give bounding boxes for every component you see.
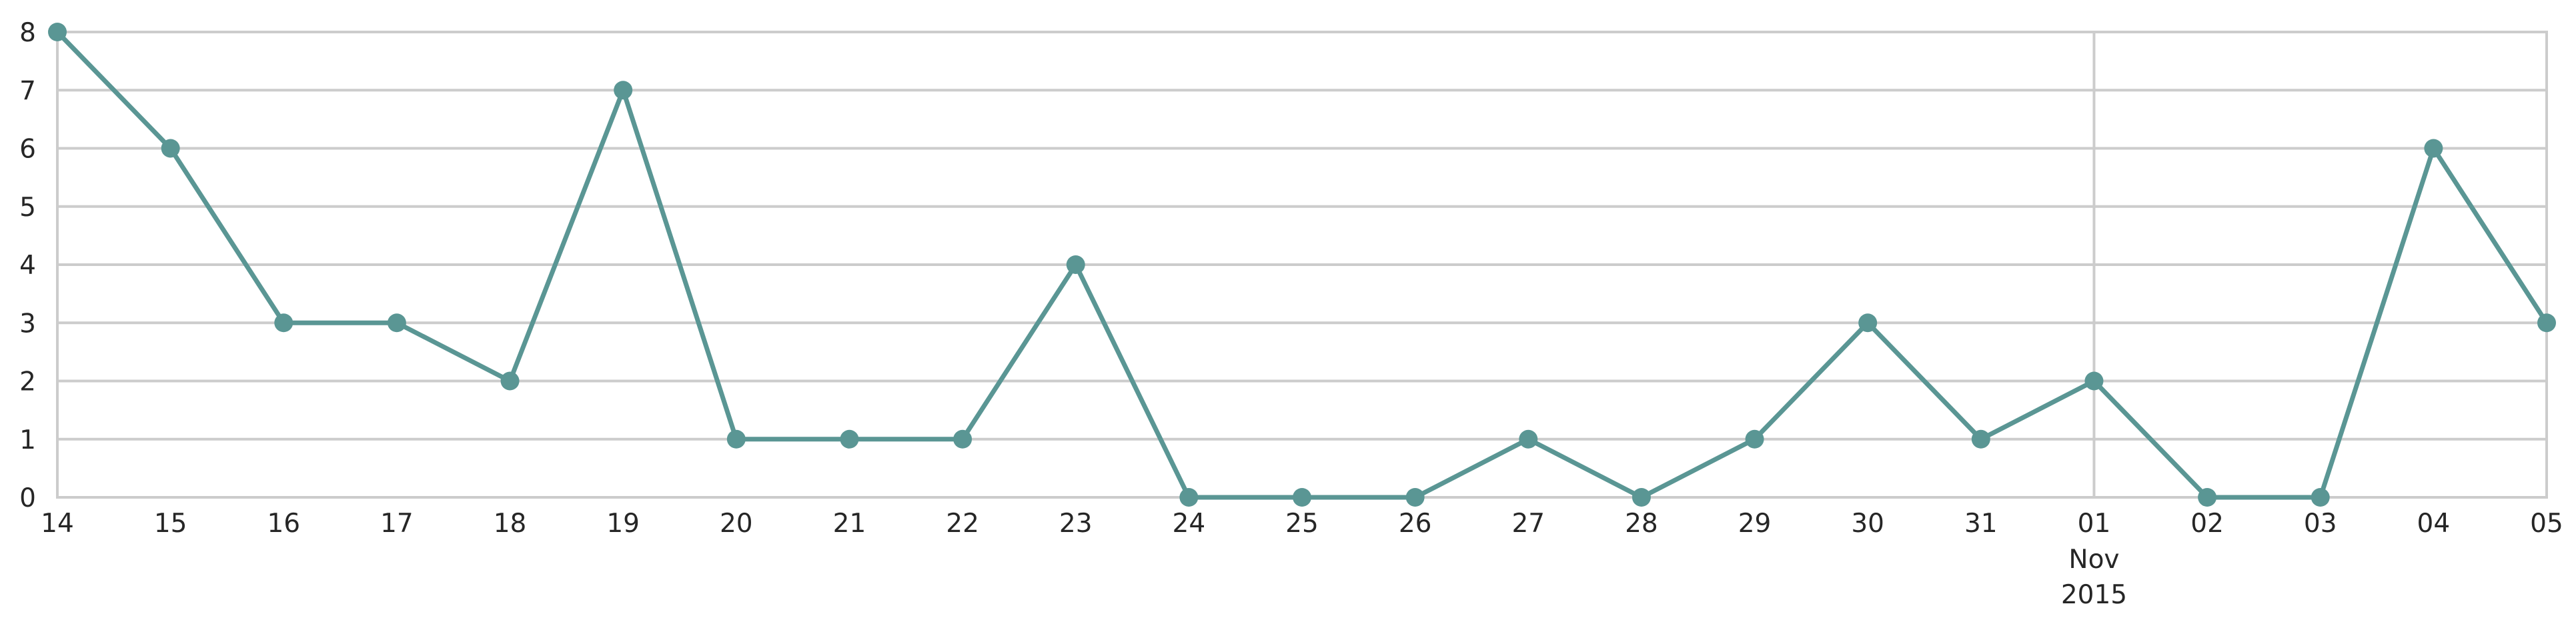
data-point	[2084, 371, 2104, 391]
data-point	[2537, 313, 2556, 333]
y-tick-label: 0	[19, 483, 36, 513]
x-tick-label: 23	[1059, 509, 1093, 539]
x-tick-label: 22	[946, 509, 979, 539]
data-point	[274, 313, 293, 333]
data-point	[726, 429, 746, 449]
x-tick-label: 05	[2530, 509, 2563, 539]
data-point	[1519, 429, 1538, 449]
x-month-label: Nov	[2068, 545, 2119, 575]
x-tick-label: 30	[1851, 509, 1884, 539]
x-tick-label: 24	[1173, 509, 1206, 539]
x-tick-label: 21	[833, 509, 866, 539]
data-point	[1632, 488, 1651, 507]
data-point	[387, 313, 406, 333]
data-point	[1066, 255, 1085, 274]
data-point	[1405, 488, 1425, 507]
x-axis-ticks: Nov 2015 14 15 16 17 18 19 20 21 22 23 24 25 26 27 28 2…	[41, 509, 2563, 610]
x-tick-label: 16	[267, 509, 300, 539]
y-tick-label: 6	[19, 135, 36, 165]
series-layer	[48, 23, 2556, 507]
data-point	[2198, 488, 2217, 507]
x-tick-label: 15	[154, 509, 187, 539]
data-point	[1293, 488, 1311, 507]
x-tick-label: 02	[2190, 509, 2224, 539]
data-point	[48, 23, 67, 41]
y-tick-label: 1	[19, 425, 36, 455]
y-tick-label: 8	[19, 18, 36, 48]
x-tick-label: 19	[606, 509, 640, 539]
data-point	[2311, 488, 2330, 507]
y-tick-label: 7	[19, 76, 36, 106]
x-tick-label: 26	[1399, 509, 1432, 539]
grid-layer	[57, 31, 2547, 499]
data-point	[1858, 313, 1878, 333]
x-tick-label: 20	[720, 509, 753, 539]
y-tick-label: 5	[19, 193, 36, 223]
y-axis-ticks: 0 1 2 3 4 5 6 7 8	[19, 18, 36, 513]
data-point	[1179, 488, 1199, 507]
data-point	[840, 429, 859, 449]
x-year-label: 2015	[2061, 580, 2127, 610]
y-tick-label: 4	[19, 251, 36, 281]
x-tick-label: 14	[41, 509, 74, 539]
y-tick-label: 2	[19, 367, 36, 397]
data-point	[1745, 429, 1764, 449]
x-tick-label: 04	[2417, 509, 2451, 539]
x-tick-label: 03	[2304, 509, 2337, 539]
data-point	[500, 371, 520, 391]
data-point	[614, 81, 633, 100]
data-point	[1971, 429, 1990, 449]
data-point	[2424, 139, 2443, 158]
x-tick-label: 27	[1511, 509, 1545, 539]
data-point	[161, 139, 180, 158]
x-tick-label: 25	[1285, 509, 1319, 539]
x-tick-label: 29	[1738, 509, 1772, 539]
x-tick-label: 31	[1964, 509, 1998, 539]
x-tick-label: 01	[2078, 509, 2111, 539]
x-tick-label: 18	[494, 509, 527, 539]
y-tick-label: 3	[19, 309, 36, 339]
x-tick-label: 17	[380, 509, 414, 539]
x-tick-label: 28	[1625, 509, 1658, 539]
data-point	[953, 429, 973, 449]
